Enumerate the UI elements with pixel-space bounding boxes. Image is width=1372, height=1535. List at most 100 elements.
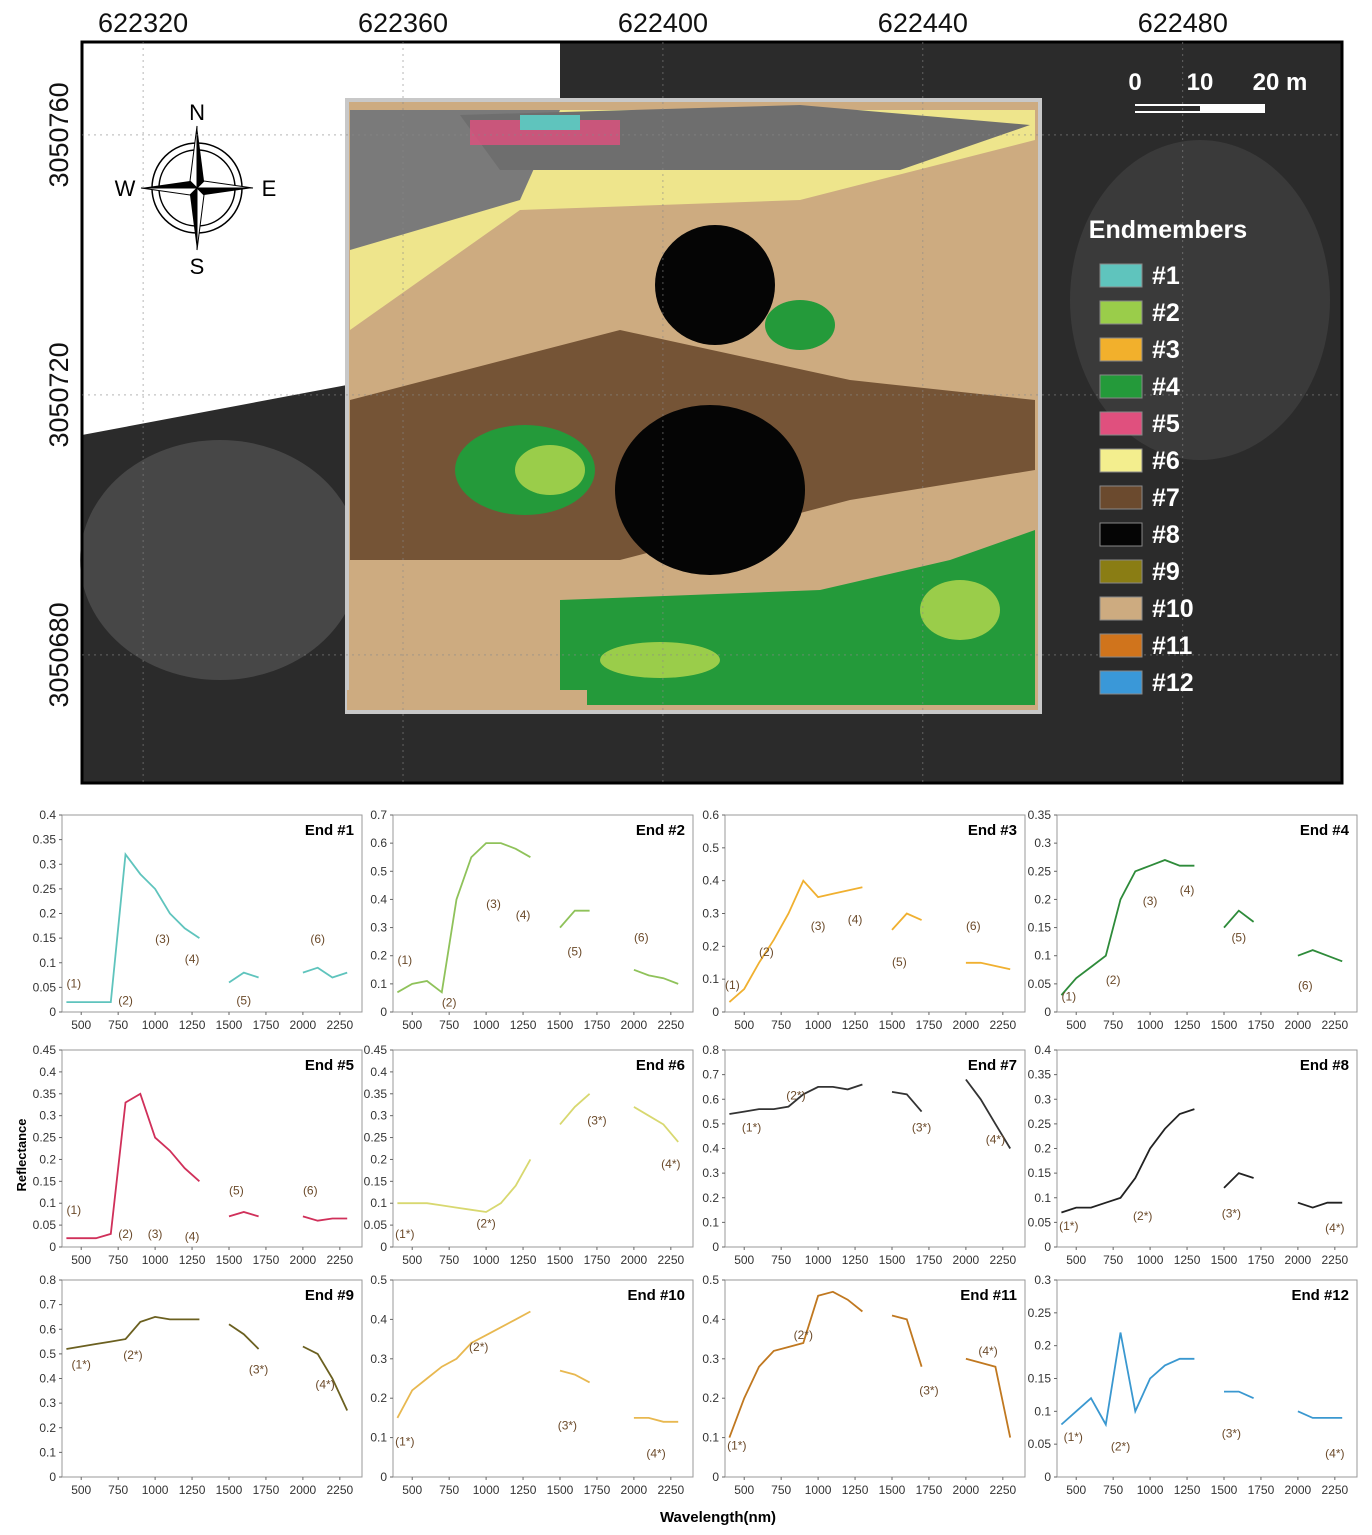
y-tick-label: 0.25 [33,882,57,896]
y-tick-label: 0 [1044,1240,1051,1254]
map-x-tick-label: 622480 [1138,8,1228,38]
plot-frame [62,1050,362,1247]
annotation: (3*) [249,1363,268,1377]
y-tick-label: 0.5 [370,864,387,878]
y-tick-label: 0.05 [1028,977,1052,991]
annotation: (3) [155,932,170,946]
y-tick-label: 0.25 [1028,1117,1052,1131]
legend-label: #10 [1152,595,1194,623]
y-tick-label: 0.4 [39,1372,56,1386]
annotation: (1*) [395,1434,414,1448]
plot-frame [725,1050,1025,1247]
annotation: (4*) [661,1157,680,1171]
legend-swatch [1100,338,1142,361]
annotation: (1*) [1059,1219,1078,1233]
x-tick-label: 750 [439,1018,459,1032]
y-tick-label: 0.3 [370,1109,387,1123]
x-tick-label: 500 [1066,1018,1086,1032]
chart-title: End #7 [968,1057,1017,1074]
x-tick-label: 2250 [326,1018,353,1032]
y-tick-label: 0.25 [33,1131,57,1145]
y-tick-label: 0.15 [1028,921,1052,935]
y-tick-label: 0 [1044,1470,1051,1484]
annotation: (2) [759,945,774,959]
x-tick-label: 2250 [657,1253,684,1267]
x-tick-label: 1750 [584,1483,611,1497]
x-tick-label: 750 [108,1483,128,1497]
y-tick-label: 0.35 [364,1087,388,1101]
y-tick-label: 0.3 [370,921,387,935]
legend-swatch [1100,449,1142,472]
x-axis-label: Wavelength(nm) [660,1509,776,1526]
x-tick-label: 2000 [290,1483,317,1497]
x-tick-label: 2250 [657,1483,684,1497]
x-tick-label: 1000 [1137,1018,1164,1032]
y-tick-label: 0.4 [370,892,387,906]
map-y-tick-label: 3050680 [44,602,74,707]
map-y-tick-label: 3050720 [44,342,74,447]
chart-title: End #10 [627,1287,685,1304]
legend-label: #12 [1152,669,1194,697]
x-tick-label: 1250 [842,1018,869,1032]
x-tick-label: 750 [439,1253,459,1267]
legend-label: #4 [1152,373,1180,401]
annotation: (2*) [123,1348,142,1362]
y-tick-label: 0 [380,1470,387,1484]
y-tick-label: 0.3 [1034,1092,1051,1106]
annotation: (1*) [742,1120,761,1134]
x-tick-label: 2000 [621,1253,648,1267]
annotation: (4*) [978,1344,997,1358]
x-tick-label: 1000 [473,1483,500,1497]
scale-label: 0 [1128,69,1141,96]
x-tick-label: 1500 [547,1253,574,1267]
annotation: (3) [1143,894,1158,908]
x-tick-label: 2000 [953,1018,980,1032]
annotation: (2*) [1133,1209,1152,1223]
compass-n: N [189,100,205,125]
x-tick-label: 1750 [916,1018,943,1032]
y-tick-label: 0.05 [33,1218,57,1232]
legend-swatch [1100,264,1142,287]
y-tick-label: 0.3 [39,857,56,871]
x-tick-label: 750 [771,1018,791,1032]
annotation: (2*) [1111,1440,1130,1454]
x-tick-label: 750 [771,1483,791,1497]
x-tick-label: 1500 [879,1018,906,1032]
x-tick-label: 1250 [179,1253,206,1267]
x-tick-label: 1500 [879,1483,906,1497]
x-tick-label: 2250 [326,1483,353,1497]
y-tick-label: 0.1 [1034,949,1051,963]
y-tick-label: 0.2 [1034,892,1051,906]
legend-label: #2 [1152,299,1180,327]
y-tick-label: 0.3 [39,1109,56,1123]
y-tick-label: 0.8 [39,1273,56,1287]
annotation: (4*) [315,1377,334,1391]
x-tick-label: 1750 [253,1253,280,1267]
annotation: (2) [118,1227,133,1241]
chart-title: End #8 [1300,1057,1349,1074]
y-tick-label: 0.25 [1028,1306,1052,1320]
chart-title: End #6 [636,1057,685,1074]
legend-swatch [1100,634,1142,657]
x-tick-label: 750 [771,1253,791,1267]
y-tick-label: 0.2 [39,1421,56,1435]
annotation: (4) [185,952,200,966]
legend-label: #1 [1152,262,1180,290]
x-tick-label: 1000 [1137,1483,1164,1497]
annotation: (3) [811,919,826,933]
legend-swatch [1100,301,1142,324]
y-tick-label: 0.1 [370,1196,387,1210]
annotation: (5) [236,994,251,1008]
annotation: (3*) [558,1419,577,1433]
annotation: (3*) [1222,1427,1241,1441]
annotation: (3) [148,1227,163,1241]
chart-title: End #4 [1300,822,1350,839]
x-tick-label: 1750 [584,1253,611,1267]
y-tick-label: 0.2 [702,1391,719,1405]
x-tick-label: 1500 [547,1018,574,1032]
x-tick-label: 1500 [216,1253,243,1267]
y-tick-label: 0.3 [1034,836,1051,850]
y-tick-label: 0.5 [702,1273,719,1287]
legend-label: #3 [1152,336,1180,364]
y-tick-label: 0.4 [1034,1043,1051,1057]
